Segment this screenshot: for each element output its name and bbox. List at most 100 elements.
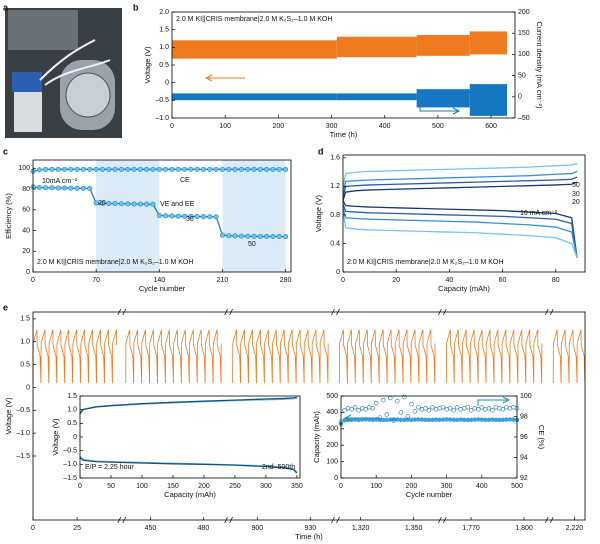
marker	[169, 213, 175, 219]
series-line	[342, 200, 578, 258]
marker	[112, 201, 118, 207]
point	[349, 407, 354, 412]
marker	[213, 166, 219, 172]
point	[381, 397, 386, 403]
marker	[232, 233, 238, 239]
y-tick-label: 60	[22, 207, 30, 214]
y-tick-label: 0	[165, 80, 169, 87]
marker	[99, 200, 105, 206]
marker	[106, 166, 112, 172]
y-tick-label: –1.0	[63, 461, 77, 468]
point	[469, 408, 474, 413]
point	[423, 406, 428, 411]
marker	[276, 234, 282, 240]
marker	[283, 166, 289, 172]
arrows	[204, 74, 511, 422]
marker	[68, 185, 74, 191]
panel-label: b	[133, 2, 139, 12]
y-tick-label: 1.5	[20, 316, 30, 323]
y-tick-label: –0.5	[63, 448, 77, 455]
marker	[144, 201, 150, 207]
point	[384, 412, 389, 417]
y-tick-label: 0.8	[330, 212, 340, 219]
x-tick-label: 80	[552, 277, 560, 284]
y-tick-label: –1.5	[63, 475, 77, 482]
x-tick-label: 210	[217, 277, 229, 284]
arrow-ce	[477, 396, 511, 406]
y-tick-label: 0.5	[159, 62, 169, 69]
annotation: E/P = 2.25 hour	[85, 464, 134, 471]
marker	[68, 166, 74, 172]
marker	[55, 166, 61, 172]
y-tick-label: 2.0	[159, 9, 169, 16]
chart-band: 0 100 200 300 400 500 600–1.0–0.500.51.01.52.0…	[143, 9, 544, 139]
point	[486, 406, 492, 411]
x-tick-label: 0	[31, 525, 35, 532]
shaded-range	[96, 160, 160, 272]
marker	[74, 185, 80, 191]
y-tick-label: 1.2	[330, 183, 340, 190]
y-tick-label: 0	[26, 384, 30, 391]
x-tick-label: 150	[167, 483, 179, 490]
x-tick-label: 200	[273, 123, 285, 130]
annotation: 2.0 M KI||CRIS membrane|2.0 M K₂S₂–1.0 M…	[347, 259, 503, 266]
marker	[264, 233, 270, 239]
x-tick-label: 350	[291, 483, 303, 490]
y-tick-label: 400	[326, 409, 338, 416]
y2-tick-label: 200	[518, 9, 530, 16]
voltage-trace	[552, 329, 586, 384]
marker	[213, 214, 219, 220]
marker	[131, 201, 137, 207]
x-tick-label: 900	[251, 525, 263, 532]
marker	[137, 201, 143, 207]
band	[336, 36, 417, 58]
x-tick-label: 40	[445, 277, 453, 284]
photo-bottle	[14, 92, 42, 132]
y-tick-label: 1.6	[330, 155, 340, 162]
point	[374, 400, 379, 406]
annotation: CE	[180, 177, 190, 184]
annotation: 10 mA cm⁻²	[520, 210, 558, 217]
x-tick-label: 400	[476, 483, 488, 490]
y-tick-label: 0	[334, 475, 338, 482]
y-tick-label: 500	[326, 393, 338, 400]
series-line	[342, 170, 578, 194]
marker	[194, 166, 200, 172]
point	[409, 402, 414, 407]
band	[336, 93, 417, 101]
photo	[5, 8, 122, 138]
y-tick-label: 1.5	[159, 27, 169, 34]
marker	[232, 166, 238, 172]
marker	[43, 166, 49, 172]
series-line	[342, 181, 578, 201]
marker	[194, 214, 200, 220]
annotation: 30	[186, 216, 194, 223]
x-axis-label: Cycle number	[406, 490, 453, 499]
y-axis-label: Voltage (V)	[4, 397, 13, 435]
series-line	[342, 207, 578, 258]
y2-tick-label: 94	[520, 454, 528, 461]
point	[391, 418, 396, 423]
marker	[175, 166, 181, 172]
marker	[137, 166, 143, 172]
series-line	[342, 204, 578, 258]
y-tick-label: –1.5	[16, 453, 30, 460]
band	[172, 93, 337, 101]
x-tick-label: 280	[280, 277, 292, 284]
x-tick-label: 0	[78, 483, 82, 490]
y-tick-label: 0.4	[330, 240, 340, 247]
y-tick-label: 300	[326, 426, 338, 433]
marker	[156, 166, 162, 172]
marker	[238, 233, 244, 239]
x-tick-label: 500	[432, 123, 444, 130]
annotation: 50	[248, 241, 256, 248]
point	[398, 410, 404, 415]
x-tick-label: 60	[499, 277, 507, 284]
marker	[150, 166, 156, 172]
annotation: 2.0 M KI||CRIS membrane|2.0 M K₂S₂–1.0 M…	[176, 16, 332, 23]
marker	[219, 232, 225, 238]
marker	[36, 167, 42, 173]
x-tick-label: 0	[339, 483, 343, 490]
marker	[257, 166, 263, 172]
